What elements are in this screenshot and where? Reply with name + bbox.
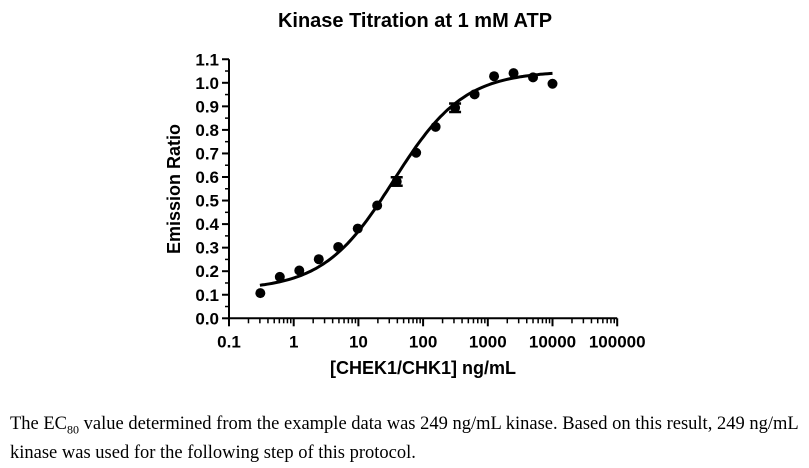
data-point [508, 68, 519, 79]
data-point [469, 89, 480, 100]
data-point [294, 265, 305, 276]
data-point [372, 200, 383, 211]
x-tick-label: 0.1 [217, 332, 241, 351]
x-tick-label: 100000 [589, 332, 646, 351]
y-tick-label: 0.9 [195, 97, 219, 116]
data-point [391, 176, 402, 187]
data-point [430, 121, 441, 132]
x-tick-label: 100 [409, 332, 437, 351]
chart-title: Kinase Titration at 1 mM ATP [278, 10, 552, 32]
y-tick-label: 0.0 [195, 309, 219, 328]
data-point [333, 241, 344, 252]
y-tick-label: 0.6 [195, 168, 219, 187]
y-axis-label: Emission Ratio [164, 124, 184, 254]
y-tick-label: 0.1 [195, 286, 219, 305]
data-point [411, 147, 422, 158]
caption-paragraph: The EC80 value determined from the examp… [10, 413, 809, 465]
data-point [255, 288, 266, 299]
caption-text-rest: value determined from the example data w… [10, 414, 798, 463]
data-point [547, 78, 558, 89]
y-tick-label: 0.8 [195, 121, 219, 140]
x-tick-label: 1000 [469, 332, 507, 351]
x-axis-label: [CHEK1/CHK1] ng/mL [330, 358, 516, 378]
data-point [489, 71, 500, 82]
data-point [313, 254, 324, 265]
x-tick-label: 10000 [529, 332, 576, 351]
data-point [450, 102, 461, 113]
x-tick-label: 10 [349, 332, 368, 351]
data-point [528, 72, 539, 83]
x-tick-label: 1 [289, 332, 298, 351]
y-tick-label: 1.0 [195, 74, 219, 93]
data-point [352, 223, 363, 234]
fit-curve [259, 71, 553, 287]
y-tick-label: 0.7 [195, 144, 219, 163]
y-tick-label: 1.1 [195, 50, 219, 69]
caption-subscript: 80 [67, 422, 80, 437]
y-tick-label: 0.3 [195, 239, 219, 258]
y-tick-label: 0.4 [195, 215, 219, 234]
data-point [274, 271, 285, 282]
caption-text: The EC [10, 414, 68, 434]
y-tick-label: 0.5 [195, 192, 219, 211]
y-tick-label: 0.2 [195, 262, 219, 281]
